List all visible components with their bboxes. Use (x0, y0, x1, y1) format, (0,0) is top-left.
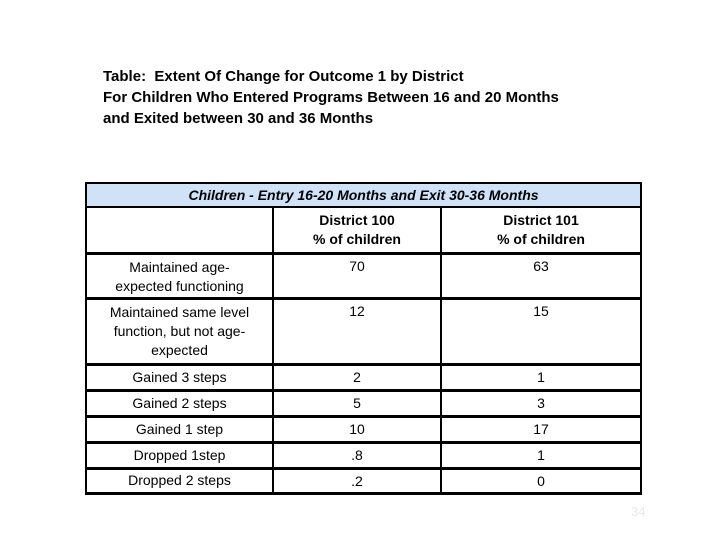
value-district-100: 10 (272, 414, 442, 444)
table-row-gained-1-step: Gained 1 step 10 17 (85, 414, 643, 444)
page-number: 34 (631, 504, 646, 519)
table-row-dropped-1-step: Dropped 1step .8 1 (85, 440, 643, 470)
table-banner: Children - Entry 16-20 Months and Exit 3… (84, 182, 643, 208)
slide-title-line-3: and Exited between 30 and 36 Months (103, 110, 374, 127)
value-district-100: 2 (272, 362, 442, 392)
table-row-maintained-age-expected: Maintained age- expected functioning 70 … (85, 251, 643, 300)
row-label: Gained 1 step (85, 414, 274, 444)
table-row-gained-3-steps: Gained 3 steps 2 1 (85, 362, 643, 392)
outcome-change-table: Children - Entry 16-20 Months and Exit 3… (84, 182, 643, 495)
value-district-100: 12 (272, 296, 442, 366)
value-district-101: 15 (439, 296, 643, 366)
table-header-row: District 100 % of children District 101 … (85, 206, 643, 254)
table-banner-row: Children - Entry 16-20 Months and Exit 3… (84, 182, 643, 208)
header-cell-empty (85, 206, 274, 254)
slide-title-line-1: Table: Extent Of Change for Outcome 1 by… (103, 68, 464, 85)
table-row-gained-2-steps: Gained 2 steps 5 3 (85, 388, 643, 418)
value-district-101: 3 (439, 388, 643, 418)
value-district-100: .8 (272, 440, 442, 470)
header-cell-district-101: District 101 % of children (439, 206, 643, 254)
row-label: Gained 2 steps (85, 388, 274, 418)
table-row-dropped-2-steps: Dropped 2 steps .2 0 (85, 466, 643, 495)
header-cell-district-100: District 100 % of children (272, 206, 442, 254)
value-district-101: 17 (439, 414, 643, 444)
value-district-100: 70 (272, 251, 442, 300)
row-label: Dropped 2 steps (85, 466, 274, 495)
row-label: Maintained age- expected functioning (85, 251, 274, 300)
value-district-101: 0 (439, 466, 643, 495)
value-district-100: 5 (272, 388, 442, 418)
value-district-100: .2 (272, 466, 442, 495)
row-label: Dropped 1step (85, 440, 274, 470)
value-district-101: 63 (439, 251, 643, 300)
row-label: Gained 3 steps (85, 362, 274, 392)
value-district-101: 1 (439, 362, 643, 392)
slide-title: Table: Extent Of Change for Outcome 1 by… (103, 66, 559, 129)
value-district-101: 1 (439, 440, 643, 470)
slide-title-line-2: For Children Who Entered Programs Betwee… (103, 89, 559, 106)
row-label: Maintained same level function, but not … (85, 296, 274, 366)
table-row-maintained-same-level: Maintained same level function, but not … (85, 296, 643, 366)
